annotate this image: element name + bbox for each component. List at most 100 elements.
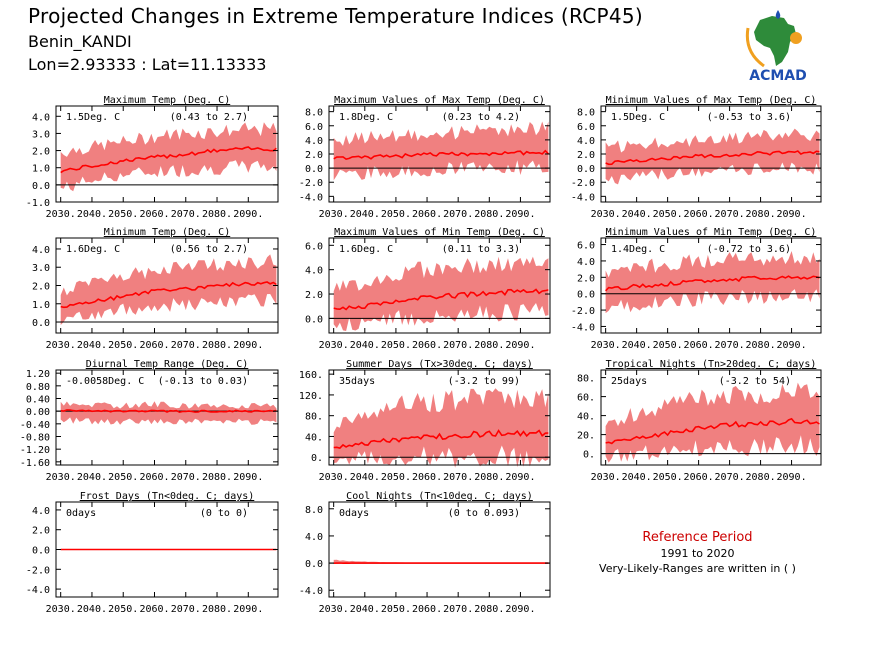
x-tick-label: 2030. xyxy=(591,472,621,483)
y-tick-label: -1.0 xyxy=(26,198,50,209)
x-tick-label: 2090. xyxy=(505,209,535,220)
y-tick-label: -2.0 xyxy=(571,306,595,317)
x-tick-label: 2050. xyxy=(653,472,683,483)
plot-frame xyxy=(328,369,551,466)
reference-period-block: Reference Period 1991 to 2020 Very-Likel… xyxy=(590,530,805,575)
x-tick-label: 2090. xyxy=(233,209,263,220)
x-tick-label: 2090. xyxy=(505,604,535,615)
panel-title: Minimum Values of Min Temp (Deg. C) xyxy=(606,227,817,238)
y-tick-label: -4.0 xyxy=(571,192,595,203)
panel-10: 4.0 2.0 0.0 -2.0 -4.0 2030. 2040. 2050. 2060. 207… xyxy=(26,491,279,615)
panel-title: Cool Nights (Tn<10deg. C; days) xyxy=(346,491,533,502)
y-tick-label: 2.0 xyxy=(32,147,50,158)
panel-8: 160. 120. 80. 40. 0. 2030. 2040. 2050. 2060. 2070… xyxy=(299,359,551,483)
y-tick-label: 80. xyxy=(577,374,595,385)
x-tick-label: 2070. xyxy=(171,209,201,220)
x-tick-label: 2040. xyxy=(350,340,380,351)
very-likely-range-band xyxy=(605,382,820,463)
x-tick-label: 2090. xyxy=(233,604,263,615)
x-tick-label: 2060. xyxy=(412,340,442,351)
mean-change-line xyxy=(60,409,277,414)
panel-title: Diurnal Temp Range (Deg. C) xyxy=(86,359,249,370)
mean-change-label: 25days xyxy=(611,376,647,387)
station-name: Benin_KANDI xyxy=(28,32,132,51)
y-tick-label: -0.40 xyxy=(20,420,50,431)
x-tick-label: 2060. xyxy=(684,472,714,483)
x-tick-label: 2030. xyxy=(46,472,76,483)
very-likely-range-label: (-3.2 to 54) xyxy=(719,376,791,387)
mean-change-line xyxy=(605,150,820,166)
y-tick-label: -0.80 xyxy=(20,433,50,444)
plot-frame xyxy=(55,105,279,203)
y-tick-label: 2.0 xyxy=(32,282,50,293)
x-tick-label: 2060. xyxy=(684,340,714,351)
y-tick-label: 0.0 xyxy=(32,318,50,329)
mean-change-label: 1.5Deg. C xyxy=(611,112,665,123)
x-tick-label: 2060. xyxy=(412,472,442,483)
panel-title: Minimum Values of Max Temp (Deg. C) xyxy=(606,95,817,106)
x-tick-label: 2030. xyxy=(319,340,349,351)
y-tick-label: -1.60 xyxy=(20,458,50,469)
x-tick-label: 2080. xyxy=(202,209,232,220)
panel-title: Frost Days (Tn<0deg. C; days) xyxy=(80,491,255,502)
very-likely-range-label: (0.56 to 2.7) xyxy=(170,244,248,255)
africa-map-icon xyxy=(754,16,796,66)
mean-change-label: 1.8Deg. C xyxy=(339,112,393,123)
plot-frame xyxy=(55,369,279,466)
y-tick-label: 4.0 xyxy=(32,245,50,256)
y-tick-label: -2.0 xyxy=(26,565,50,576)
very-likely-range-label: (0 to 0) xyxy=(200,508,248,519)
very-likely-range-band xyxy=(60,401,277,425)
x-tick-label: 2050. xyxy=(381,209,411,220)
y-tick-label: 4.0 xyxy=(32,506,50,517)
y-tick-label: 2.0 xyxy=(32,526,50,537)
mean-change-label: 1.4Deg. C xyxy=(611,244,665,255)
x-tick-label: 2080. xyxy=(746,340,776,351)
logo-arc xyxy=(745,27,765,68)
mean-change-line xyxy=(605,417,820,445)
mean-change-line xyxy=(60,146,277,174)
very-likely-range-band xyxy=(333,388,549,468)
y-tick-label: 4.0 xyxy=(32,112,50,123)
x-tick-label: 2060. xyxy=(139,209,169,220)
y-tick-label: 0. xyxy=(583,450,595,461)
x-tick-label: 2070. xyxy=(443,209,473,220)
x-tick-label: 2040. xyxy=(622,472,652,483)
x-tick-label: 2050. xyxy=(381,472,411,483)
y-tick-label: 0.0 xyxy=(305,164,323,175)
y-tick-label: 60. xyxy=(577,393,595,404)
mean-change-label: 35days xyxy=(339,376,375,387)
x-tick-label: 2030. xyxy=(319,604,349,615)
y-tick-label: 0.0 xyxy=(577,164,595,175)
very-likely-range-note: Very-Likely-Ranges are written in ( ) xyxy=(599,562,796,575)
y-tick-label: 0.0 xyxy=(305,559,323,570)
panel-7: 1.20 0.80 0.400.00 -0.40 -0.80-1.20 -1.60 2030… xyxy=(20,359,279,483)
x-tick-label: 2060. xyxy=(139,340,169,351)
y-tick-label: 1.0 xyxy=(32,300,50,311)
y-tick-label: 0.0 xyxy=(32,546,50,557)
x-tick-label: 2090. xyxy=(777,340,807,351)
y-tick-label: 4.0 xyxy=(305,532,323,543)
plot-frame xyxy=(328,237,551,334)
y-tick-label: 160. xyxy=(299,370,323,381)
y-tick-label: 4.0 xyxy=(305,136,323,147)
panel-title: Tropical Nights (Tn>20deg. C; days) xyxy=(606,359,817,370)
panel-title: Maximum Temp (Deg. C) xyxy=(104,95,230,106)
y-tick-label: 2.0 xyxy=(577,273,595,284)
very-likely-range-label: (0.11 to 3.3) xyxy=(442,244,520,255)
plot-frame xyxy=(328,501,551,598)
y-tick-label: -1.20 xyxy=(20,445,50,456)
y-tick-label: 0.00 xyxy=(26,407,50,418)
y-tick-label: 40. xyxy=(577,412,595,423)
x-tick-label: 2040. xyxy=(350,604,380,615)
x-tick-label: 2030. xyxy=(319,472,349,483)
x-tick-label: 2090. xyxy=(777,209,807,220)
panel-title: Maximum Values of Max Temp (Deg. C) xyxy=(334,95,545,106)
mean-change-line xyxy=(333,149,549,160)
mean-change-line xyxy=(605,275,820,292)
x-tick-label: 2060. xyxy=(412,209,442,220)
x-tick-label: 2070. xyxy=(443,472,473,483)
x-tick-label: 2030. xyxy=(591,209,621,220)
